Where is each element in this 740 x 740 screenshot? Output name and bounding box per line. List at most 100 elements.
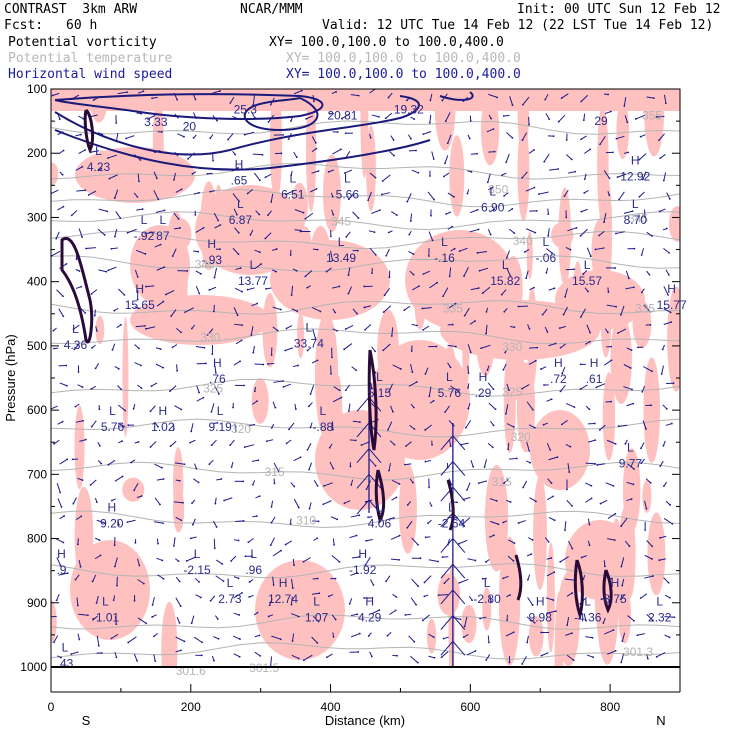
wind-vector: [469, 209, 478, 214]
wind-vector-head: [183, 640, 186, 643]
wind-vector-head: [432, 399, 435, 402]
wind-vector: [307, 442, 312, 451]
wind-vector-head: [158, 149, 161, 152]
wind-vector-head: [410, 137, 412, 140]
wind-vector-head: [530, 553, 533, 556]
wind-vector-head: [571, 505, 574, 507]
wind-vector-head: [608, 177, 611, 180]
wind-vector: [369, 172, 376, 178]
wind-vector: [118, 288, 125, 296]
wind-vector-head: [251, 483, 254, 486]
wind-vector-head: [640, 254, 643, 256]
wind-vector-head: [602, 622, 605, 624]
wind-vector-head: [162, 522, 164, 524]
wind-vector-head: [170, 315, 173, 317]
pv-fill-streak: [602, 372, 616, 461]
wind-vector-head: [327, 170, 330, 173]
wind-vector-head: [51, 94, 54, 97]
wind-vector-head: [413, 428, 416, 430]
wind-vector-head: [178, 479, 181, 482]
wind-vector-head: [474, 320, 476, 322]
wind-vector-head: [606, 331, 609, 334]
wind-vector-head: [419, 557, 422, 560]
wind-vector-head: [617, 425, 620, 428]
updraft-arrow-head: [440, 640, 466, 656]
wind-vector: [624, 115, 628, 123]
wind-vector-head: [651, 545, 654, 548]
wind-vector: [90, 150, 100, 153]
wind-vector-head: [614, 267, 617, 269]
wind-vector-head: [72, 502, 75, 505]
wind-vector-head: [111, 499, 113, 502]
wind-vector: [56, 482, 61, 493]
wind-vector-head: [138, 180, 140, 183]
wind-vector: [114, 189, 119, 199]
wind-vector: [288, 132, 292, 140]
wind-vector: [391, 496, 397, 501]
wind-vector-head: [435, 345, 438, 348]
wind-vector-head: [454, 302, 457, 305]
extremum-value-label: 4.06: [368, 516, 392, 530]
theta-contour-line: [51, 461, 680, 481]
wind-vector-head: [185, 560, 188, 562]
wind-vector-head: [620, 525, 623, 527]
wind-vector-head: [192, 137, 195, 139]
wind-vector: [265, 173, 272, 178]
wind-vector: [330, 516, 338, 520]
wind-vector-head: [562, 313, 565, 316]
wind-vector: [156, 301, 164, 307]
wind-vector: [466, 650, 476, 656]
extremum-type-label: L: [376, 370, 383, 384]
wind-vector-head: [590, 497, 593, 500]
wind-vector-head: [469, 120, 472, 122]
wind-vector-head: [282, 133, 284, 136]
wind-vector-head: [325, 270, 328, 273]
wind-vector: [509, 96, 513, 106]
wind-vector-head: [290, 174, 293, 177]
wind-vector-head: [621, 640, 624, 643]
wind-vector-head: [413, 640, 416, 643]
wind-vector-head: [405, 445, 407, 447]
wind-vector: [371, 114, 380, 118]
wind-vector: [292, 633, 295, 642]
wind-vector: [366, 539, 373, 542]
wind-vector-head: [204, 362, 207, 365]
pv-fill-streak: [297, 312, 305, 359]
y-tick-label: 900: [27, 596, 47, 610]
extremum-type-label: L: [313, 595, 320, 609]
pv-fill-streak: [591, 218, 610, 287]
wind-vector: [525, 270, 529, 279]
wind-vector-head: [467, 386, 469, 389]
wind-vector-head: [381, 180, 384, 182]
wind-vector-head: [668, 596, 671, 599]
wind-vector-head: [299, 456, 302, 459]
wind-vector: [642, 420, 647, 430]
wind-vector-head: [554, 610, 557, 613]
wind-vector-head: [437, 594, 440, 597]
wind-vector-head: [99, 554, 102, 557]
wind-vector: [580, 228, 588, 237]
wind-vector-head: [668, 636, 671, 639]
wind-vector-head: [378, 609, 381, 612]
wind-vector-head: [347, 292, 350, 295]
high-marker: H.29: [475, 370, 492, 400]
wind-vector-head: [416, 661, 419, 664]
wind-vector-head: [197, 250, 200, 253]
wind-vector-head: [382, 349, 385, 352]
wind-vector-head: [108, 177, 111, 180]
wind-vector-head: [171, 255, 174, 257]
extremum-type-label: H: [358, 547, 367, 561]
wind-vector-head: [92, 618, 94, 621]
wind-vector-head: [144, 253, 147, 255]
extremum-value-label: 6.51: [281, 187, 305, 201]
wind-vector-head: [208, 463, 211, 466]
wind-vector: [606, 439, 616, 445]
wind-vector-head: [227, 138, 229, 141]
wind-vector: [344, 500, 351, 504]
wind-vector-head: [630, 349, 633, 352]
wind-vector-head: [543, 384, 545, 386]
wind-vector: [244, 131, 255, 136]
wind-vector-head: [588, 408, 591, 411]
wind-vector-head: [506, 619, 509, 622]
wind-vector: [154, 497, 161, 505]
